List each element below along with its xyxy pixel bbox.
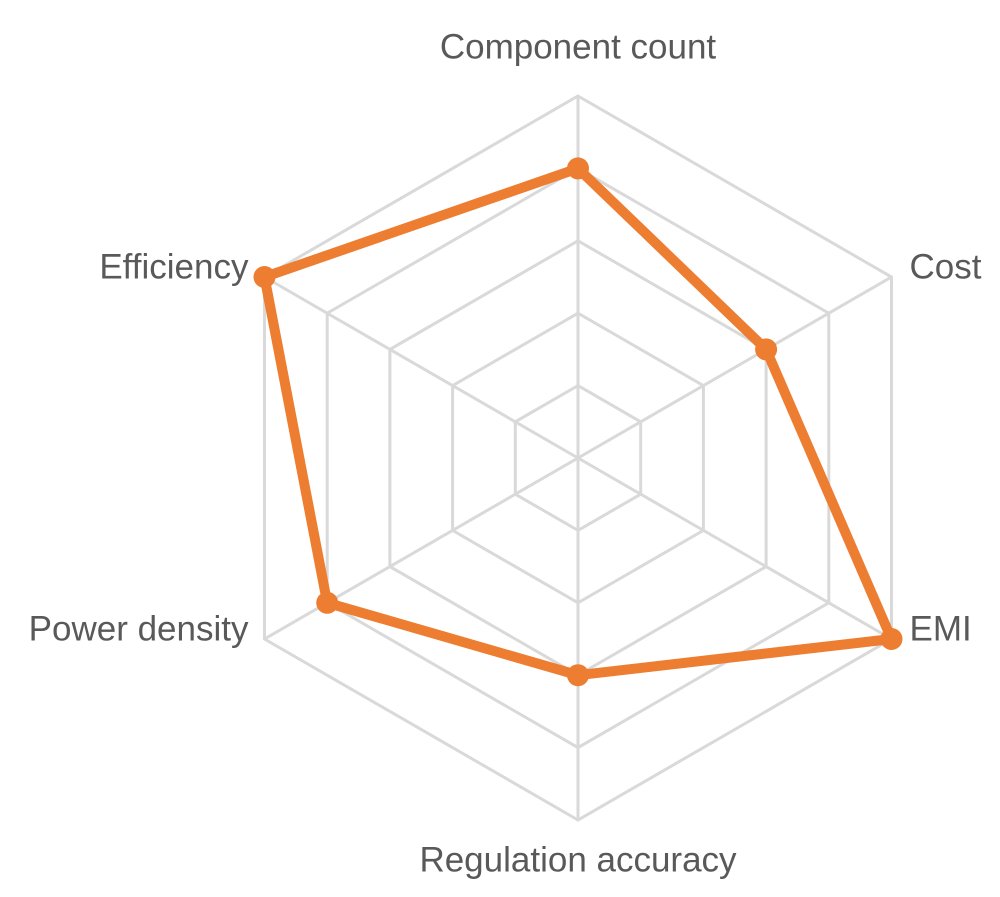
axis-label: Power density bbox=[29, 609, 249, 648]
axis-label: EMI bbox=[910, 609, 972, 648]
data-point bbox=[567, 157, 589, 180]
axis-label: Cost bbox=[910, 247, 982, 286]
axis-label: Efficiency bbox=[99, 247, 249, 286]
data-point bbox=[253, 266, 276, 288]
axis-label: Regulation accuracy bbox=[419, 840, 737, 879]
grid-spoke bbox=[263, 275, 579, 460]
data-point bbox=[755, 338, 778, 361]
axis-label: Component count bbox=[440, 27, 717, 66]
data-point bbox=[880, 628, 903, 650]
grid-spoke bbox=[577, 456, 893, 641]
grid-spoke bbox=[263, 456, 579, 641]
data-point bbox=[567, 664, 589, 687]
grid-spoke bbox=[577, 275, 893, 460]
data-point bbox=[316, 591, 339, 614]
